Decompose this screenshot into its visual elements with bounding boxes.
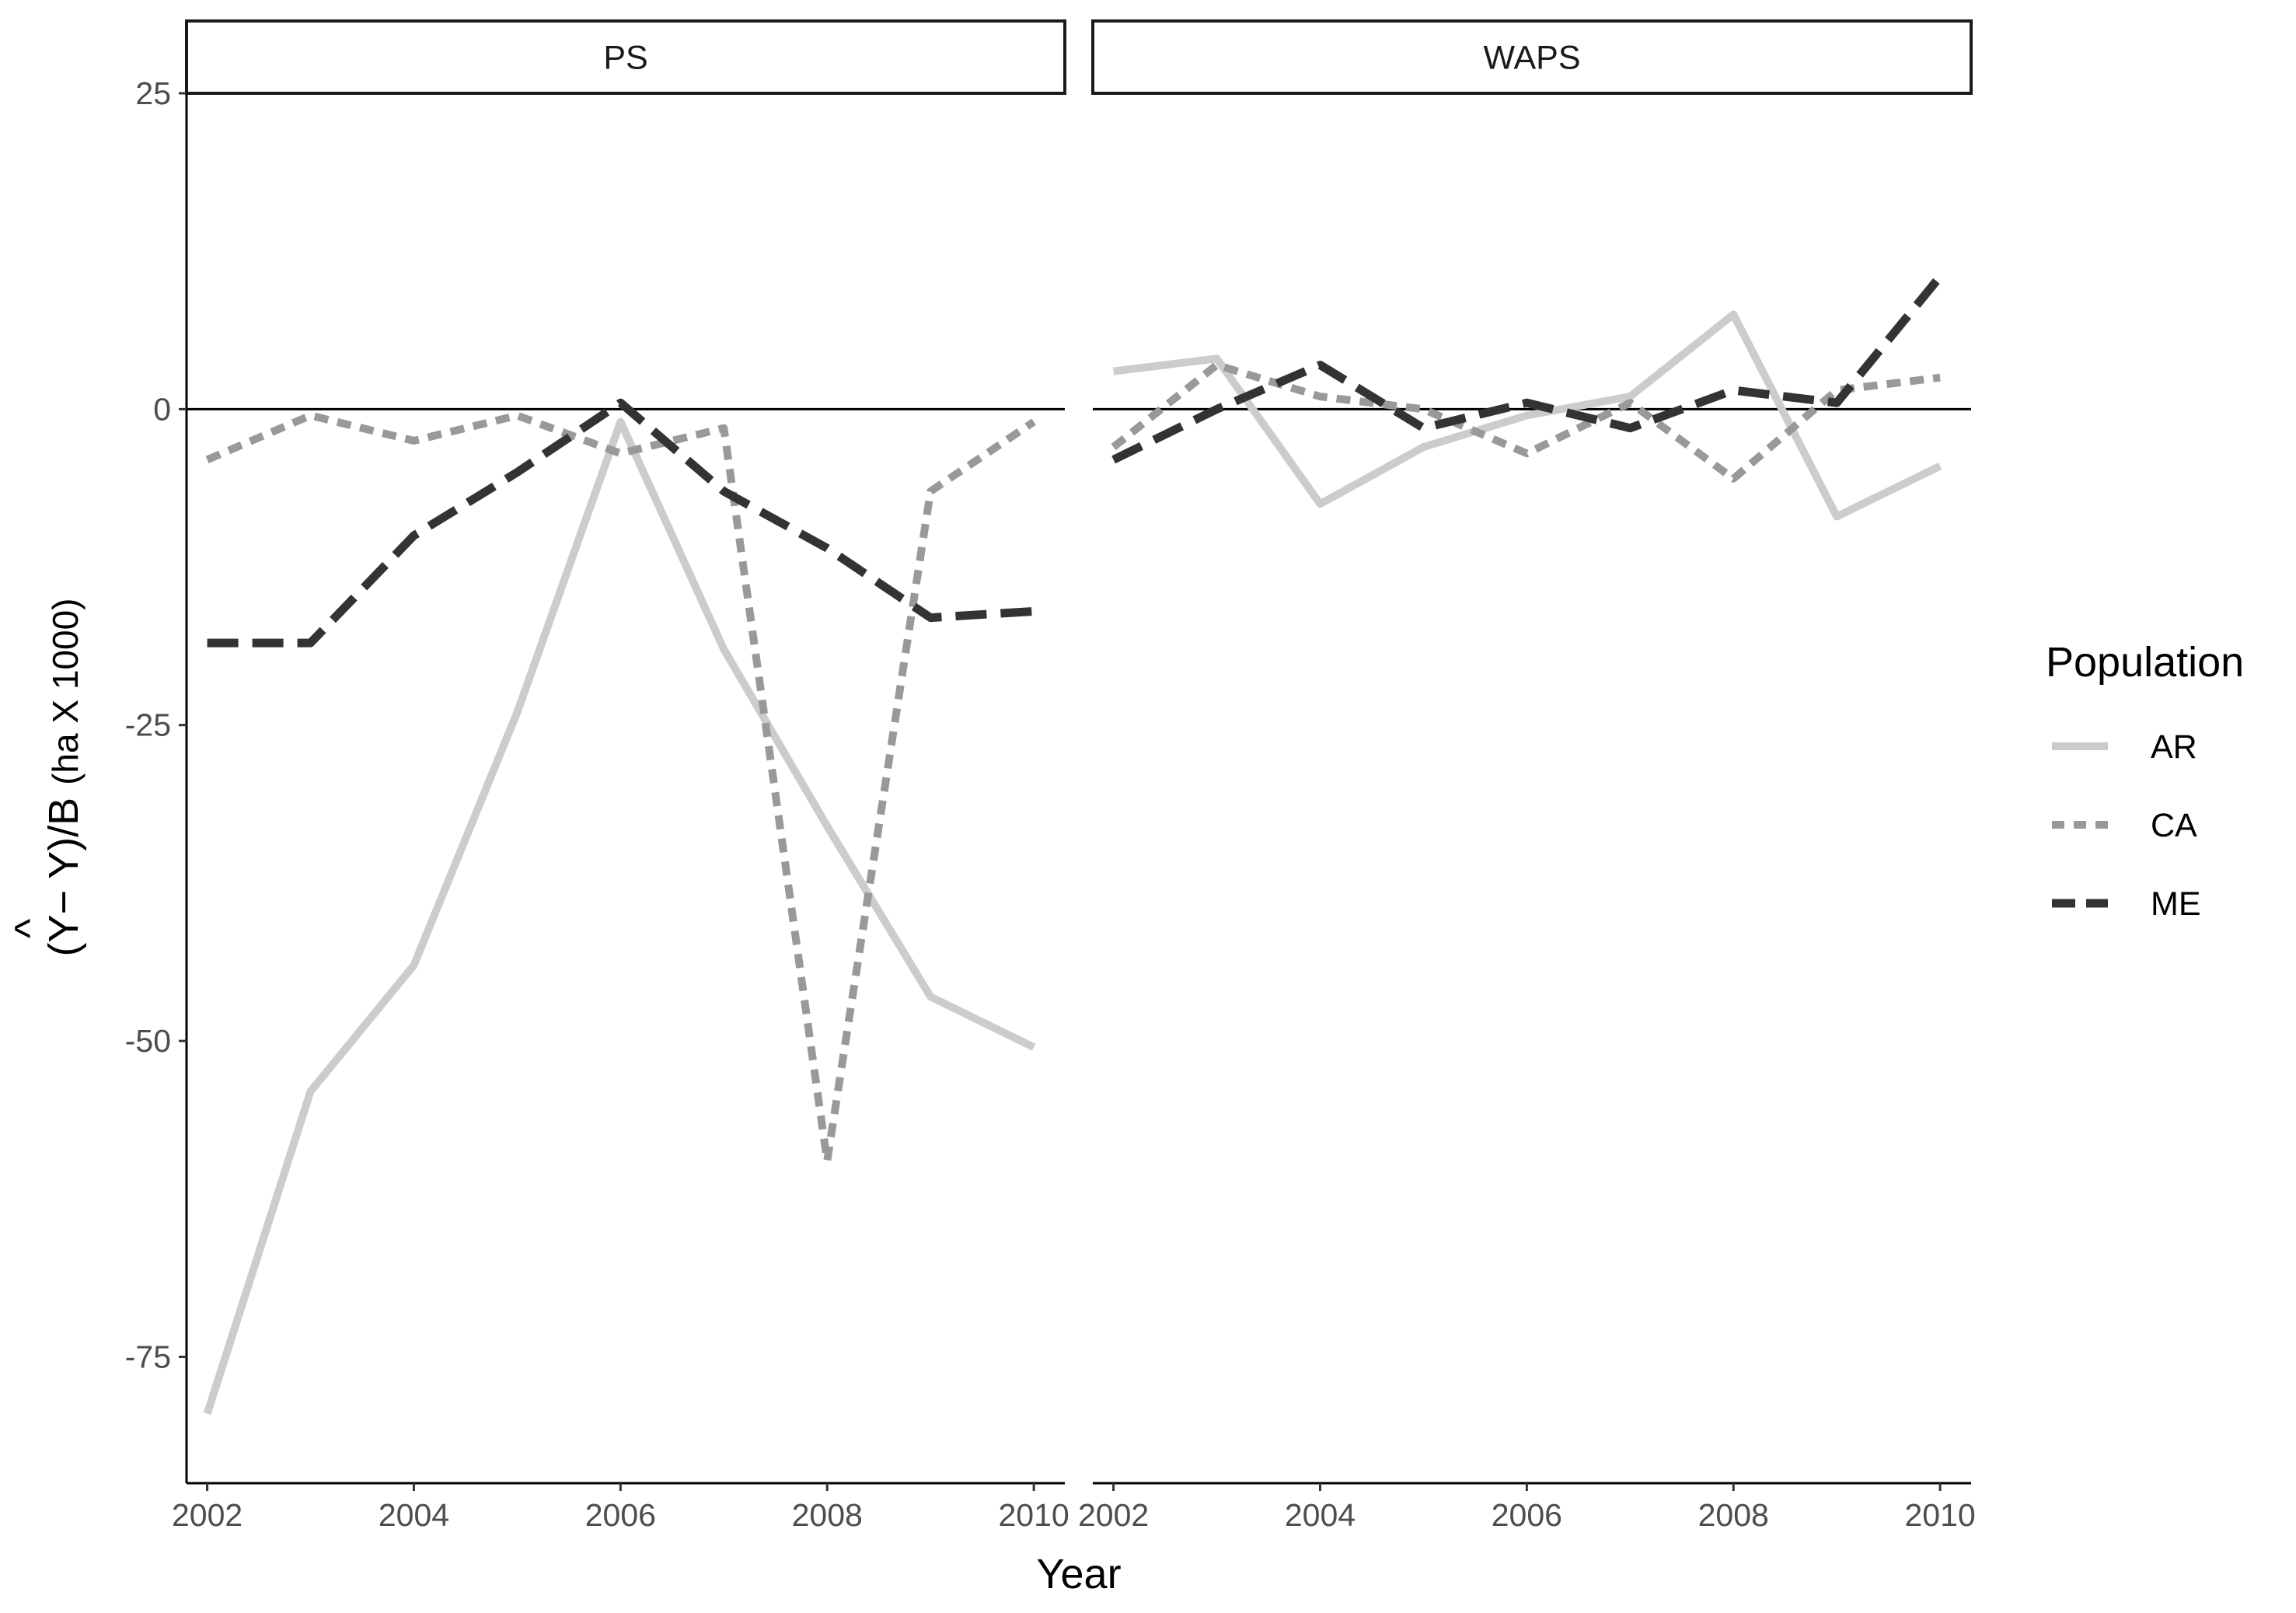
legend-entry-ar: AR	[2052, 728, 2197, 766]
series-line-ar	[1112, 310, 1942, 521]
x-axes: 2002 2004 2006 2008 2010 2002 2004 2006 2008 2010	[172, 1482, 1976, 1533]
x-tick-label: 2010	[999, 1497, 1069, 1533]
x-tick-label: 2008	[792, 1497, 863, 1533]
panels: PS WAPS	[185, 19, 1973, 1416]
y-axis-title-hat: ^	[6, 918, 53, 938]
x-axis-title: Year	[1036, 1551, 1121, 1597]
legend-label: ME	[2151, 885, 2201, 923]
series-line-me	[207, 398, 1035, 648]
y-tick-label: -50	[125, 1023, 171, 1059]
legend-entry-me: ME	[2052, 885, 2201, 923]
x-tick-label: 2004	[379, 1497, 449, 1533]
y-axis-title-rest: − Y)/B	[40, 798, 87, 915]
y-axis: 25 0 -25 -50 -75	[125, 75, 188, 1483]
series-line-ca	[1111, 361, 1941, 483]
y-tick-label: 25	[135, 75, 171, 111]
strip-box	[185, 19, 1066, 95]
legend: Population AR CA ME	[2046, 639, 2244, 923]
y-tick-label: -25	[125, 707, 171, 743]
x-tick-label: 2008	[1698, 1497, 1769, 1533]
strip-label: PS	[603, 40, 647, 77]
strip-label: WAPS	[1483, 40, 1580, 77]
y-axis-title-text: (Y− Y)/B (ha X 1000)	[40, 599, 87, 957]
x-tick-label: 2002	[1078, 1497, 1149, 1533]
legend-label: CA	[2151, 807, 2197, 844]
y-axis-title-units: (ha X 1000)	[45, 599, 85, 785]
series-line-ca	[205, 411, 1036, 1165]
panel-ps: PS	[185, 19, 1066, 1416]
strip-box	[1091, 19, 1973, 95]
series-line-ar	[203, 417, 1036, 1416]
x-tick-label: 2004	[1285, 1497, 1356, 1533]
y-axis-title-yhat: Y	[40, 914, 87, 942]
legend-label: AR	[2151, 728, 2197, 766]
y-tick-label: -75	[125, 1339, 171, 1374]
x-tick-label: 2006	[585, 1497, 656, 1533]
panel-waps: WAPS	[1091, 19, 1973, 521]
legend-entry-ca: CA	[2052, 807, 2197, 844]
y-tick-label: 0	[153, 391, 171, 427]
y-axis-title-open: (	[40, 943, 87, 957]
legend-title: Population	[2046, 639, 2244, 686]
x-tick-label: 2006	[1492, 1497, 1562, 1533]
x-tick-label: 2002	[172, 1497, 243, 1533]
y-axis-title: (Y− Y)/B (ha X 1000) ^	[6, 599, 87, 957]
x-tick-label: 2010	[1905, 1497, 1976, 1533]
series-line-me	[1111, 274, 1944, 464]
